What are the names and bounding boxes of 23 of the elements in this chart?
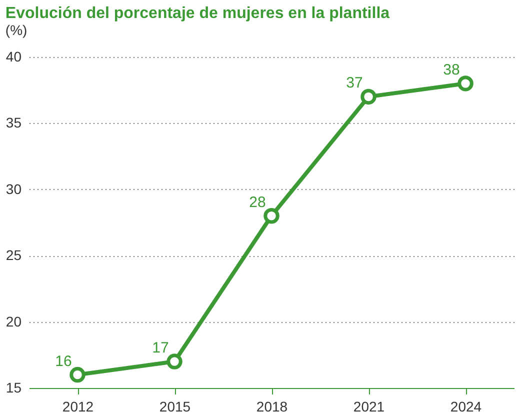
point <box>458 76 474 92</box>
chart-title: Evolución del porcentaje de mujeres en la plantilla <box>5 5 390 22</box>
x-tick-label: 2012 <box>62 398 94 414</box>
y-axis-title: (%) <box>5 22 28 38</box>
x-tick-label: 2018 <box>256 398 288 414</box>
y-tick-label: 35 <box>6 114 22 131</box>
point <box>360 88 376 105</box>
point <box>166 354 182 370</box>
data-label: 28 <box>249 194 266 211</box>
y-tick-label: 25 <box>6 247 22 264</box>
y-tick-label: 30 <box>6 180 22 197</box>
point <box>264 208 280 224</box>
data-label: 38 <box>443 61 460 78</box>
data-label: 17 <box>152 340 169 357</box>
x-tick-label: 2015 <box>159 398 191 414</box>
data-label: 16 <box>55 352 72 370</box>
data-label: 37 <box>346 74 363 92</box>
y-tick-label: 20 <box>6 313 22 330</box>
x-tick-label: 2021 <box>353 398 385 414</box>
y-tick-label: 15 <box>6 380 22 396</box>
x-tick-label: 2024 <box>450 398 482 414</box>
y-tick-label: 40 <box>6 48 22 64</box>
point <box>70 366 86 383</box>
